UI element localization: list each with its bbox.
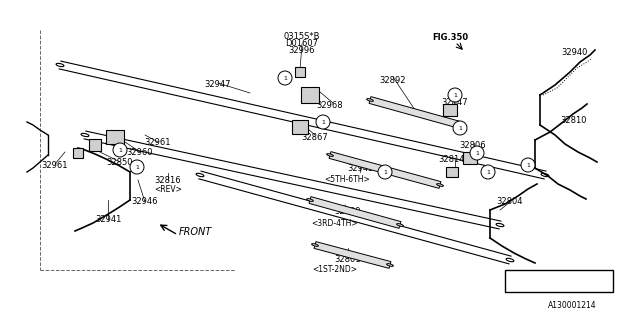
Polygon shape: [199, 171, 511, 264]
Circle shape: [521, 158, 535, 172]
Text: 1: 1: [486, 170, 490, 174]
Bar: [505, 270, 613, 292]
Text: 32946: 32946: [132, 197, 158, 206]
Text: 1: 1: [283, 76, 287, 81]
Text: 32961: 32961: [42, 161, 68, 170]
Text: 32847: 32847: [442, 98, 468, 107]
Circle shape: [278, 71, 292, 85]
Polygon shape: [314, 242, 391, 268]
Circle shape: [453, 121, 467, 135]
Text: 32810: 32810: [561, 116, 588, 124]
Bar: [295, 67, 305, 77]
Text: <3RD-4TH>: <3RD-4TH>: [312, 219, 358, 228]
Text: 32850: 32850: [107, 157, 133, 166]
Circle shape: [481, 165, 495, 179]
Text: 32996: 32996: [289, 45, 316, 54]
Polygon shape: [369, 97, 461, 128]
Text: 1: 1: [514, 278, 518, 284]
Text: 1: 1: [135, 164, 139, 170]
Text: 32947: 32947: [205, 79, 231, 89]
Circle shape: [113, 143, 127, 157]
Text: 32892: 32892: [380, 76, 406, 84]
Ellipse shape: [367, 99, 373, 101]
Text: 32940: 32940: [561, 47, 587, 57]
Ellipse shape: [456, 124, 463, 126]
Text: <5TH-6TH>: <5TH-6TH>: [324, 174, 370, 183]
Text: 32816: 32816: [155, 175, 181, 185]
Ellipse shape: [397, 224, 403, 226]
Ellipse shape: [312, 244, 318, 246]
Text: FRONT: FRONT: [179, 227, 212, 237]
Circle shape: [130, 160, 144, 174]
Text: D01607: D01607: [285, 38, 319, 47]
Polygon shape: [329, 152, 441, 188]
Text: 1: 1: [526, 163, 530, 167]
Text: 1: 1: [453, 92, 457, 98]
Text: 32801: 32801: [335, 255, 361, 265]
Bar: [89, 139, 101, 151]
Text: 32960: 32960: [127, 148, 153, 156]
Text: 32867: 32867: [301, 132, 328, 141]
Text: 1: 1: [475, 150, 479, 156]
Text: 32806: 32806: [460, 140, 486, 149]
Polygon shape: [59, 61, 546, 179]
Bar: [301, 87, 319, 103]
Text: 1: 1: [321, 119, 325, 124]
Bar: [106, 130, 124, 144]
Bar: [443, 104, 457, 116]
Text: 32809: 32809: [335, 207, 361, 217]
Text: <REV>: <REV>: [154, 185, 182, 194]
Text: <1ST-2ND>: <1ST-2ND>: [312, 266, 358, 275]
Text: 32968: 32968: [317, 100, 343, 109]
Polygon shape: [309, 196, 401, 228]
Text: 1: 1: [118, 148, 122, 153]
Polygon shape: [84, 131, 501, 229]
Text: 32961: 32961: [145, 138, 172, 147]
Circle shape: [448, 88, 462, 102]
Circle shape: [470, 146, 484, 160]
Text: 32804: 32804: [497, 197, 524, 206]
Ellipse shape: [326, 154, 333, 156]
Text: 1: 1: [458, 125, 462, 131]
Text: 32814: 32814: [439, 155, 465, 164]
Ellipse shape: [387, 264, 394, 266]
Bar: [73, 148, 83, 158]
Ellipse shape: [307, 199, 314, 201]
Text: 0315S*B: 0315S*B: [284, 31, 320, 41]
Circle shape: [509, 274, 523, 288]
Text: E60601: E60601: [531, 276, 565, 285]
Bar: [292, 120, 308, 134]
Circle shape: [316, 115, 330, 129]
Text: 32945: 32945: [347, 164, 373, 172]
Text: A130001214: A130001214: [548, 301, 596, 310]
Ellipse shape: [436, 184, 444, 186]
Text: FIG.350: FIG.350: [432, 33, 468, 42]
Circle shape: [378, 165, 392, 179]
Bar: [463, 152, 477, 164]
Bar: [446, 167, 458, 177]
Text: 32941: 32941: [95, 215, 121, 225]
Text: 1: 1: [383, 170, 387, 174]
